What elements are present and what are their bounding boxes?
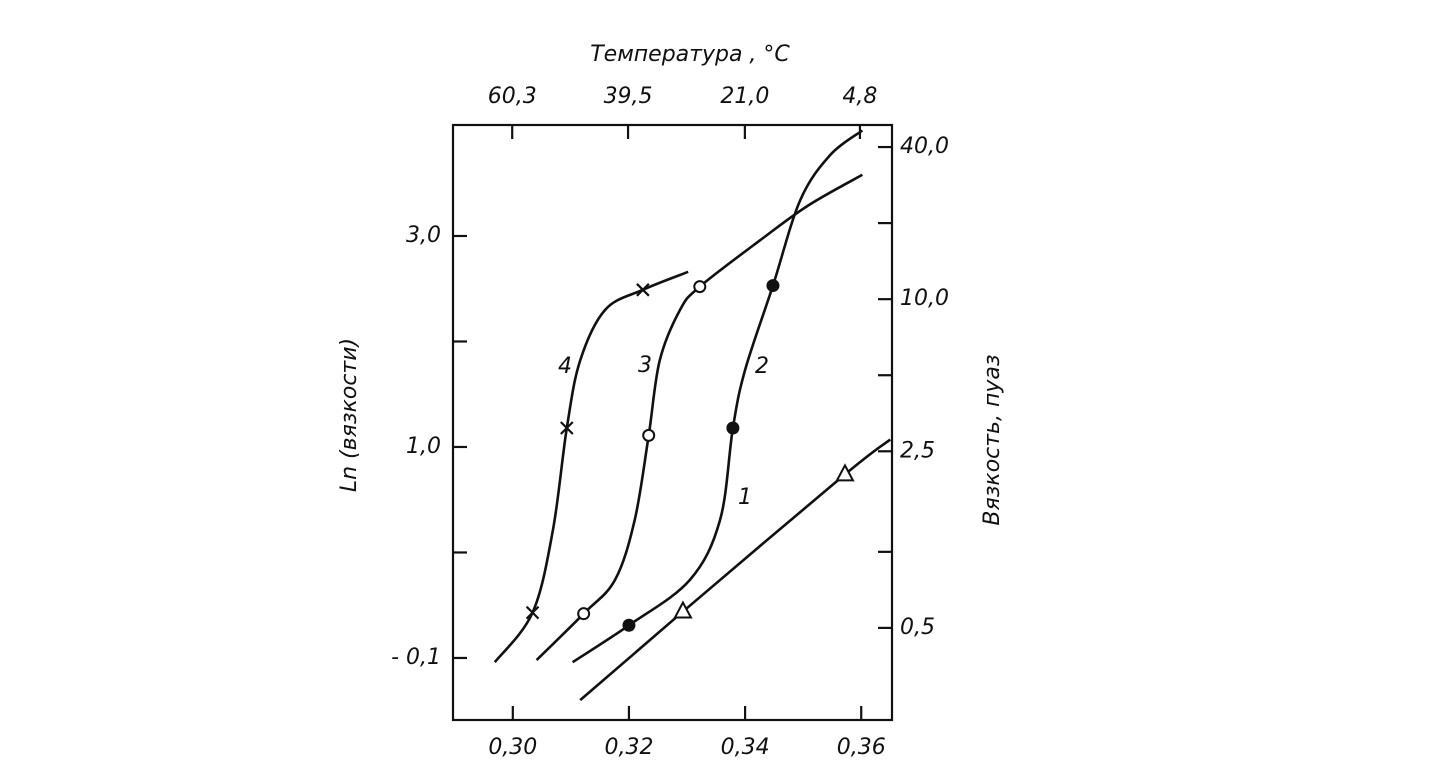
x-tick-label: 0,30 (488, 735, 537, 760)
curve (579, 438, 892, 702)
curve-label: 1 (738, 485, 752, 510)
y-tick-label: - 0,1 (391, 645, 441, 670)
curve (571, 129, 864, 664)
triangle-marker (673, 600, 693, 619)
x-tick-label: 0,34 (721, 735, 770, 760)
y2-tick-label: 10,0 (900, 286, 949, 311)
open-marker (693, 280, 707, 294)
x2-tick-label: 4,8 (842, 84, 877, 109)
curve (535, 173, 864, 662)
y2-tick-label: 2,5 (900, 438, 935, 463)
x2-tick-label: 60,3 (488, 84, 537, 109)
y-tick-label: 3,0 (406, 223, 441, 248)
triangle-marker (835, 463, 855, 482)
x2-axis-label: Температура , °C (590, 42, 790, 67)
y2-axis-label: Вязкость, пуаз (980, 354, 1005, 525)
open-marker (642, 428, 656, 442)
y2-tick-label: 40,0 (900, 134, 949, 159)
curve-label: 3 (638, 353, 652, 378)
curve-label: 2 (755, 354, 769, 379)
x2-tick-label: 39,5 (604, 84, 653, 109)
cross-marker (560, 421, 574, 435)
plot-frame (451, 123, 894, 722)
filled-marker (766, 279, 780, 293)
curve (493, 270, 689, 664)
y-tick-label: 1,0 (406, 434, 441, 459)
curve-label: 4 (558, 354, 572, 379)
filled-marker (726, 421, 740, 435)
cross-marker (636, 283, 650, 297)
x-tick-label: 0,32 (604, 735, 653, 760)
filled-marker (622, 618, 636, 632)
y-axis-label: Ln (вязкости) (337, 338, 362, 492)
x-tick-label: 0,36 (837, 735, 886, 760)
cross-marker (525, 605, 540, 620)
x2-tick-label: 21,0 (720, 84, 769, 109)
open-marker (577, 607, 591, 621)
y2-tick-label: 0,5 (900, 615, 935, 640)
